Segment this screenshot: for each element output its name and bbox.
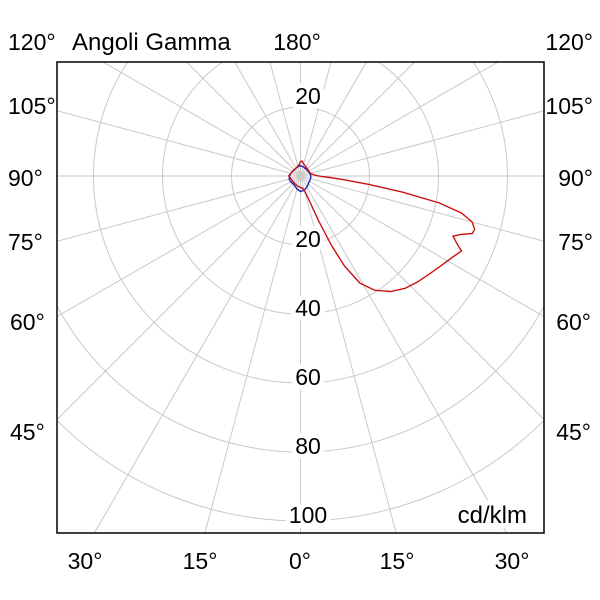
angle-label-left-75: 75° xyxy=(8,229,43,255)
angle-label-left-60: 60° xyxy=(10,309,45,335)
plot-frame xyxy=(56,61,545,534)
radial-tick-80: 80 xyxy=(295,433,321,459)
angle-label-right-60: 60° xyxy=(556,309,591,335)
radial-tick-100: 100 xyxy=(289,502,327,528)
angle-label-bottom-15-left: 15° xyxy=(183,548,218,574)
chart-title: Angoli Gamma xyxy=(72,29,231,56)
angle-label-top-right: 120° xyxy=(545,29,593,55)
series-layer xyxy=(288,160,476,293)
radial-tick-40: 40 xyxy=(295,295,321,321)
angle-label-right-75: 75° xyxy=(558,229,593,255)
angle-label-right-45: 45° xyxy=(556,419,591,445)
angle-label-right-90: 90° xyxy=(558,165,593,191)
angle-label-top-left: 120° xyxy=(8,29,56,55)
angle-label-left-105: 105° xyxy=(8,93,56,119)
radial-tick-60: 60 xyxy=(295,364,321,390)
angle-label-bottom-30-left: 30° xyxy=(68,548,103,574)
angle-label-bottom-30-right: 30° xyxy=(495,548,530,574)
angle-label-left-90: 90° xyxy=(8,165,43,191)
angle-label-right-105: 105° xyxy=(545,93,593,119)
unit-label: cd/klm xyxy=(458,502,527,529)
radial-tick-20-top: 20 xyxy=(295,83,321,109)
red-intensity-curve xyxy=(288,160,476,293)
radial-tick-20-bottom: 20 xyxy=(295,226,321,252)
angle-label-bottom-15-right: 15° xyxy=(380,548,415,574)
angle-label-top-center: 180° xyxy=(273,29,321,55)
angle-label-left-45: 45° xyxy=(10,419,45,445)
angle-label-bottom-0: 0° xyxy=(289,548,311,574)
